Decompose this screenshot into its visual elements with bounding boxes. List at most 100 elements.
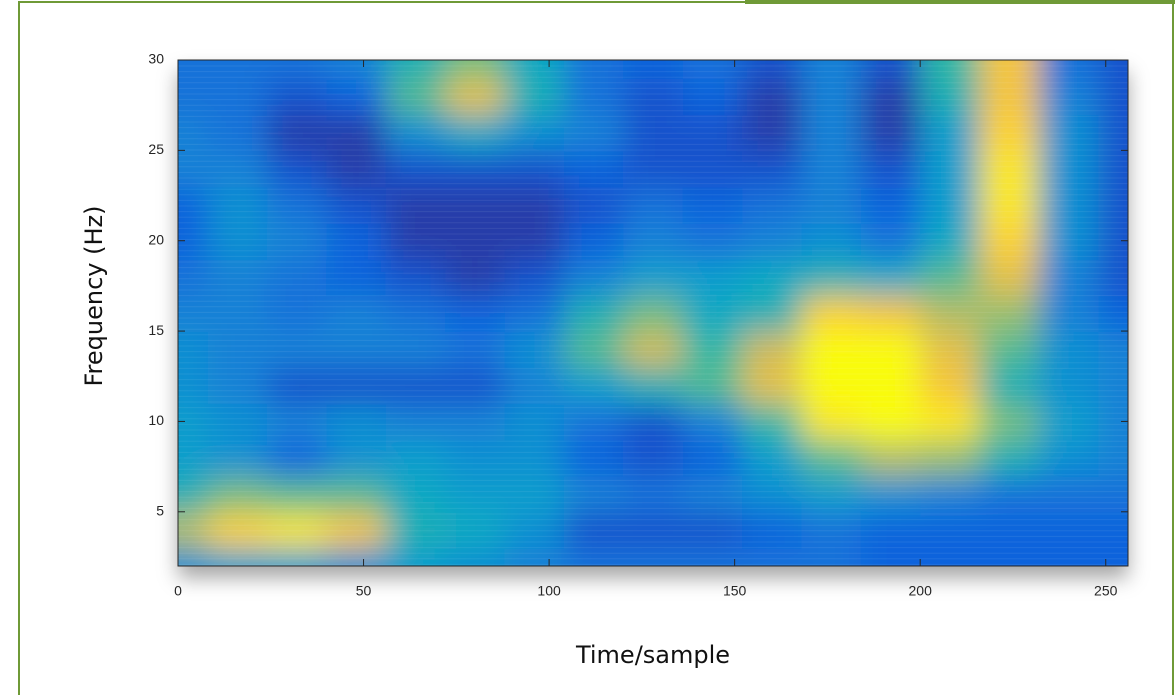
- contour-cell: [980, 367, 1040, 404]
- contour-cell: [980, 403, 1040, 440]
- x-tick-label: 100: [537, 583, 561, 599]
- contour-cell: [208, 187, 268, 224]
- contour-cell: [1039, 403, 1099, 440]
- contour-cell: [505, 187, 565, 224]
- contour-cell: [564, 403, 624, 440]
- contour-cell: [742, 187, 802, 224]
- y-tick-label: 10: [148, 412, 164, 428]
- contour-cell: [683, 367, 743, 404]
- contour-cell: [505, 295, 565, 332]
- contour-cell: [742, 295, 802, 332]
- contour-cell: [326, 187, 386, 224]
- contour-cell: [861, 367, 921, 404]
- contour-cell: [564, 187, 624, 224]
- contour-cell: [980, 187, 1040, 224]
- contour-cell: [445, 403, 505, 440]
- y-tick-label: 20: [148, 231, 164, 247]
- contour-cell: [386, 476, 446, 513]
- contour-cell: [861, 78, 921, 115]
- contour-cell: [742, 367, 802, 404]
- contour-cell: [386, 78, 446, 115]
- contour-cell: [920, 367, 980, 404]
- contour-cell: [980, 476, 1040, 513]
- y-tick-label: 15: [148, 322, 164, 338]
- x-tick-label: 250: [1094, 583, 1118, 599]
- contour-cell: [683, 403, 743, 440]
- contour-cell: [1039, 367, 1099, 404]
- contour-cell: [801, 187, 861, 224]
- y-tick-label: 5: [156, 502, 164, 518]
- contour-cell: [326, 78, 386, 115]
- contour-cell: [208, 78, 268, 115]
- contour-cell: [980, 78, 1040, 115]
- contour-cell: [564, 476, 624, 513]
- contour-cell: [445, 476, 505, 513]
- contour-cell: [920, 476, 980, 513]
- contour-cell: [623, 295, 683, 332]
- contour-field: [88, 0, 1175, 645]
- contour-cell: [505, 403, 565, 440]
- contour-cell: [445, 295, 505, 332]
- x-tick-label: 0: [174, 583, 182, 599]
- contour-cell: [861, 295, 921, 332]
- contour-cell: [801, 403, 861, 440]
- contour-cell: [445, 78, 505, 115]
- contour-cell: [742, 476, 802, 513]
- contour-cell: [801, 367, 861, 404]
- contour-cell: [267, 476, 327, 513]
- y-axis-title: Frequency (Hz): [80, 206, 108, 387]
- contour-cell: [623, 476, 683, 513]
- contour-cell: [564, 78, 624, 115]
- contour-cell: [861, 476, 921, 513]
- x-tick-label: 50: [356, 583, 372, 599]
- contour-cell: [267, 78, 327, 115]
- contour-cell: [386, 187, 446, 224]
- contour-cell: [623, 367, 683, 404]
- contour-cell: [267, 403, 327, 440]
- contour-cell: [267, 187, 327, 224]
- contour-cell: [564, 295, 624, 332]
- contour-cell: [683, 476, 743, 513]
- contour-cell: [208, 367, 268, 404]
- contour-cell: [1039, 78, 1099, 115]
- contour-cell: [920, 295, 980, 332]
- contour-cell: [386, 367, 446, 404]
- contour-cell: [208, 403, 268, 440]
- contour-cell: [623, 78, 683, 115]
- contour-cells: [88, 0, 1175, 645]
- y-tick-label: 25: [148, 141, 164, 157]
- contour-cell: [445, 367, 505, 404]
- contour-cell: [326, 295, 386, 332]
- contour-cell: [801, 78, 861, 115]
- contour-cell: [267, 367, 327, 404]
- page: 05010015020025051015202530 Time/sample F…: [0, 0, 1175, 695]
- contour-cell: [208, 295, 268, 332]
- contour-cell: [564, 367, 624, 404]
- contour-cell: [326, 403, 386, 440]
- contour-cell: [386, 403, 446, 440]
- x-tick-label: 150: [723, 583, 747, 599]
- contour-cell: [326, 367, 386, 404]
- contour-cell: [683, 295, 743, 332]
- contour-cell: [505, 367, 565, 404]
- contour-cell: [801, 476, 861, 513]
- contour-cell: [920, 78, 980, 115]
- contour-cell: [208, 476, 268, 513]
- contour-cell: [505, 476, 565, 513]
- contour-cell: [267, 295, 327, 332]
- x-axis-title: Time/sample: [575, 641, 730, 669]
- contour-cell: [861, 403, 921, 440]
- contour-cell: [445, 187, 505, 224]
- contour-cell: [386, 295, 446, 332]
- contour-cell: [980, 295, 1040, 332]
- contour-cell: [1039, 476, 1099, 513]
- contour-cell: [742, 78, 802, 115]
- contour-cell: [683, 187, 743, 224]
- contour-cell: [861, 187, 921, 224]
- x-tick-label: 200: [909, 583, 933, 599]
- contour-cell: [1039, 295, 1099, 332]
- frame-accent: [745, 0, 1175, 4]
- contour-cell: [1039, 187, 1099, 224]
- contour-cell: [623, 187, 683, 224]
- contour-cell: [920, 187, 980, 224]
